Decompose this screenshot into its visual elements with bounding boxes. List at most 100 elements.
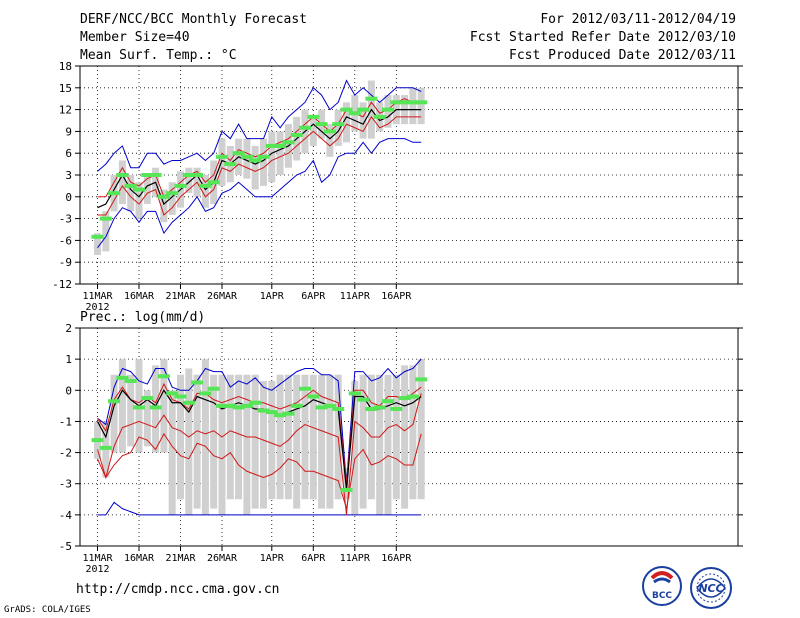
temp-median-marker bbox=[290, 133, 303, 138]
prec-median-marker bbox=[299, 386, 311, 391]
prec-spread-bar bbox=[276, 374, 284, 500]
temp-spread-bar bbox=[276, 131, 284, 175]
temp-ytick-label: 12 bbox=[59, 104, 72, 117]
temperature-chart: 18 15 12 9 6 3 0 -3 -6 -9 -12 11MAR 16MAR 21MAR 26MAR 1… bbox=[52, 60, 743, 313]
variable-label: Mean Surf. Temp.: °C bbox=[80, 48, 237, 63]
prec-median-marker bbox=[224, 403, 237, 408]
prec-xtick-label: 11APR bbox=[340, 553, 371, 564]
prec-ytick-label: -5 bbox=[59, 540, 72, 553]
temp-ytick-label: 3 bbox=[65, 169, 72, 182]
temp-spread-bar bbox=[201, 175, 209, 208]
prec-median-marker bbox=[216, 403, 228, 408]
prec-spread-bar bbox=[235, 374, 243, 500]
prec-median-marker bbox=[199, 391, 212, 396]
ncc-logo: NCC bbox=[690, 567, 732, 609]
temp-median-marker bbox=[265, 143, 278, 148]
temp-median-marker bbox=[299, 125, 311, 130]
prec-inner-low-line bbox=[97, 393, 422, 515]
prec-spread-bar bbox=[193, 374, 201, 509]
bcc-logo-text: BCC bbox=[652, 591, 672, 601]
prec-year-label: 2012 bbox=[85, 564, 109, 575]
temp-median-marker bbox=[224, 162, 237, 167]
prec-median-marker bbox=[91, 438, 104, 443]
temp-ytick-label: -3 bbox=[59, 213, 72, 226]
prec-median-marker bbox=[282, 411, 295, 416]
temp-median-marker bbox=[340, 107, 353, 112]
temp-median-marker bbox=[199, 183, 212, 188]
prec-spread-bar bbox=[210, 374, 218, 509]
temp-ytick-label: 0 bbox=[65, 191, 72, 204]
temp-xtick-label: 11MAR bbox=[82, 291, 113, 302]
prec-median-marker bbox=[166, 391, 179, 396]
temp-median-marker bbox=[415, 100, 428, 105]
prec-spread-bar bbox=[318, 374, 326, 509]
member-size: Member Size=40 bbox=[80, 30, 190, 45]
prec-median-marker bbox=[141, 396, 154, 401]
temp-spread-bar bbox=[268, 131, 276, 183]
temp-median-marker bbox=[365, 96, 378, 101]
temp-median-marker bbox=[390, 100, 403, 105]
prec-median-marker bbox=[240, 403, 253, 408]
prec-spread-bar bbox=[384, 374, 392, 515]
prec-ytick-label: 2 bbox=[65, 322, 72, 335]
temp-spread-bar bbox=[102, 211, 110, 252]
prec-median-marker bbox=[357, 397, 370, 402]
prec-spread-bar bbox=[376, 374, 384, 515]
temp-ytick-label: -6 bbox=[59, 234, 72, 247]
prec-xtick-label: 21MAR bbox=[165, 553, 196, 564]
temp-xtick-label: 16APR bbox=[381, 291, 412, 302]
prec-spread-bar bbox=[401, 365, 409, 509]
temp-ytick-label: 18 bbox=[59, 60, 72, 73]
prec-median-marker bbox=[116, 375, 129, 380]
prec-spread-bar bbox=[392, 374, 400, 500]
prec-outer-high-line bbox=[97, 358, 422, 484]
temp-outer-low-line bbox=[97, 138, 422, 248]
temp-spread-bar bbox=[127, 175, 135, 212]
prec-median-marker bbox=[108, 399, 121, 404]
prec-xtick-label: 6APR bbox=[301, 553, 326, 564]
temp-spread-bar bbox=[218, 138, 226, 186]
prec-spread-bar bbox=[143, 390, 151, 447]
prec-median-marker bbox=[340, 487, 353, 492]
prec-xtick-label: 16APR bbox=[381, 553, 412, 564]
temp-median-marker bbox=[398, 100, 411, 105]
temp-median-marker bbox=[182, 173, 195, 177]
prec-ytick-label: -4 bbox=[59, 509, 73, 522]
source-url[interactable]: http://cmdp.ncc.cma.gov.cn bbox=[76, 582, 280, 597]
prec-spread-bar bbox=[185, 368, 193, 515]
prec-median-marker bbox=[382, 399, 394, 404]
prec-spread-bar bbox=[326, 374, 334, 509]
temp-median-marker bbox=[307, 114, 320, 119]
prec-spread-bar bbox=[351, 380, 359, 515]
temp-median-marker bbox=[315, 122, 328, 127]
temp-spread-bar bbox=[143, 175, 151, 205]
prec-spread-bar bbox=[177, 374, 184, 500]
temp-spread-bar bbox=[326, 124, 334, 157]
prec-median-marker bbox=[249, 400, 262, 405]
temp-median-marker bbox=[348, 111, 361, 116]
prec-median-marker bbox=[124, 378, 137, 383]
prec-ytick-label: -3 bbox=[59, 478, 72, 491]
temp-spread-bar bbox=[251, 145, 259, 190]
temp-spread-bar bbox=[185, 167, 193, 194]
temp-median-marker bbox=[166, 191, 179, 196]
temp-plot-frame bbox=[79, 65, 739, 285]
prec-spread-bar bbox=[243, 374, 251, 515]
temp-xtick-label: 26MAR bbox=[207, 291, 238, 302]
prec-plot-frame bbox=[79, 327, 739, 547]
prec-median-marker bbox=[265, 410, 278, 415]
prec-ytick-label: -2 bbox=[59, 447, 72, 460]
prec-median-marker bbox=[365, 406, 378, 411]
temp-median-marker bbox=[108, 191, 121, 196]
prec-median-marker bbox=[323, 403, 336, 408]
prec-median-marker bbox=[232, 405, 245, 410]
prec-xtick-label: 11MAR bbox=[82, 553, 113, 564]
temp-median-marker bbox=[406, 100, 419, 105]
forecast-period: For 2012/03/11-2012/04/19 bbox=[540, 12, 736, 27]
prec-median-marker bbox=[332, 406, 345, 411]
prec-spread-bar bbox=[226, 374, 234, 500]
temp-xtick-label: 6APR bbox=[301, 291, 326, 302]
temp-spread-bar bbox=[260, 138, 267, 186]
prec-median-marker bbox=[290, 403, 303, 408]
prec-median-marker bbox=[307, 394, 320, 399]
